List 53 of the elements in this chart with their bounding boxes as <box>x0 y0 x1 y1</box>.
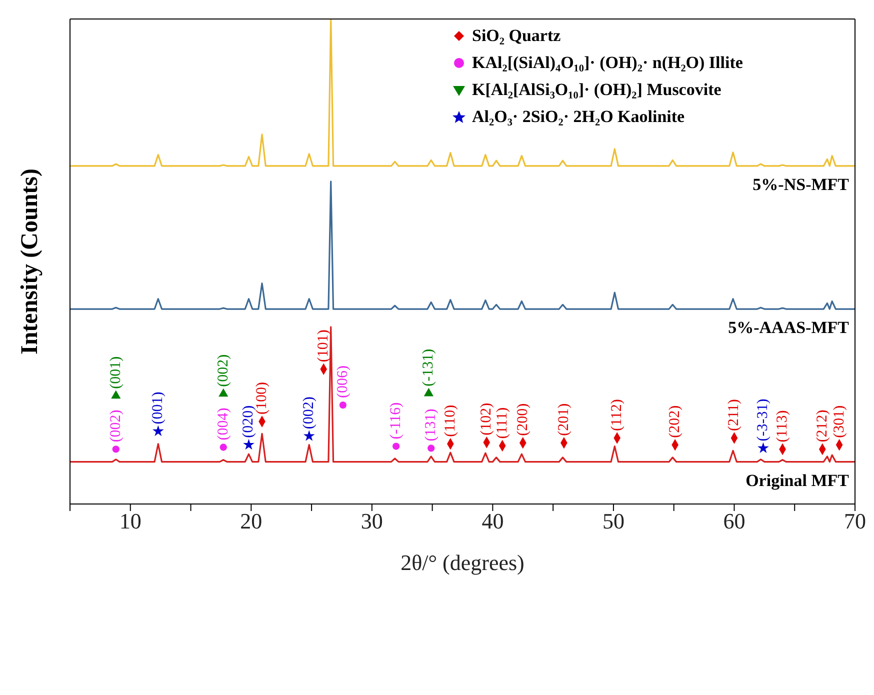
annotation: (200) <box>514 403 531 436</box>
annotation: (211) <box>726 399 742 432</box>
legend-label: SiO₂ Quartz <box>472 26 561 46</box>
series-label: 5%-NS-MFT <box>752 174 850 194</box>
point <box>758 442 769 454</box>
annotation: (113) <box>774 410 791 442</box>
legend-label: Al₂O₃· 2SiO₂· 2H₂O Kaolinite <box>472 106 685 126</box>
annotation: (201) <box>556 403 572 436</box>
annotation: (004) <box>215 408 232 440</box>
y-axis-title: Intensity (Counts) <box>17 168 43 355</box>
annotation: (212) <box>814 410 830 442</box>
point <box>112 446 120 453</box>
annotation: (002) <box>215 354 232 387</box>
point <box>152 425 164 436</box>
x-tick-label: 70 <box>844 508 866 534</box>
annotation: (112) <box>609 399 626 432</box>
annotation: (110) <box>442 404 458 437</box>
x-tick-label: 20 <box>240 508 262 534</box>
series-label: Original MFT <box>746 470 850 490</box>
annotation: (-3-31) <box>755 398 772 442</box>
annotation: (102) <box>478 402 495 436</box>
annotation: (001) <box>108 356 124 389</box>
annotation: (111) <box>494 407 510 439</box>
x-tick-label: 10 <box>119 508 142 534</box>
annotation: (006) <box>334 366 351 398</box>
annotation: (101) <box>316 330 332 362</box>
annotation: (131) <box>423 408 440 442</box>
x-axis-title: 2θ/° (degrees) <box>400 550 524 575</box>
annotation: (-116) <box>388 402 404 440</box>
point <box>220 444 227 451</box>
annotation: (001) <box>150 392 166 424</box>
point <box>339 402 347 409</box>
point <box>218 388 228 397</box>
legend-label: K[Al₂[AlSi₃O₁₀]· (OH)₂] Muscovite <box>472 80 722 100</box>
point <box>303 430 315 441</box>
annotation: (020) <box>240 405 257 438</box>
x-tick-label: 50 <box>602 508 624 534</box>
point <box>111 390 121 399</box>
legend-label: KAl₂[(SiAl)₄O₁₀]· (OH)₂· n(H₂O) Illite <box>472 52 743 72</box>
x-tick-label: 30 <box>360 508 383 534</box>
point <box>428 444 435 452</box>
series-label: 5%-AAAS-MFT <box>728 318 850 338</box>
x-tick-label: 60 <box>723 508 746 534</box>
x-tick-label: 40 <box>482 508 504 534</box>
annotation: (202) <box>667 405 684 438</box>
annotation: (100) <box>254 382 270 415</box>
point <box>243 438 254 450</box>
point <box>424 388 434 396</box>
point <box>392 442 400 450</box>
annotation: (002) <box>108 410 124 442</box>
annotation: (301) <box>831 405 848 438</box>
annotation: (-131) <box>420 348 437 386</box>
annotation: (002) <box>301 396 318 430</box>
